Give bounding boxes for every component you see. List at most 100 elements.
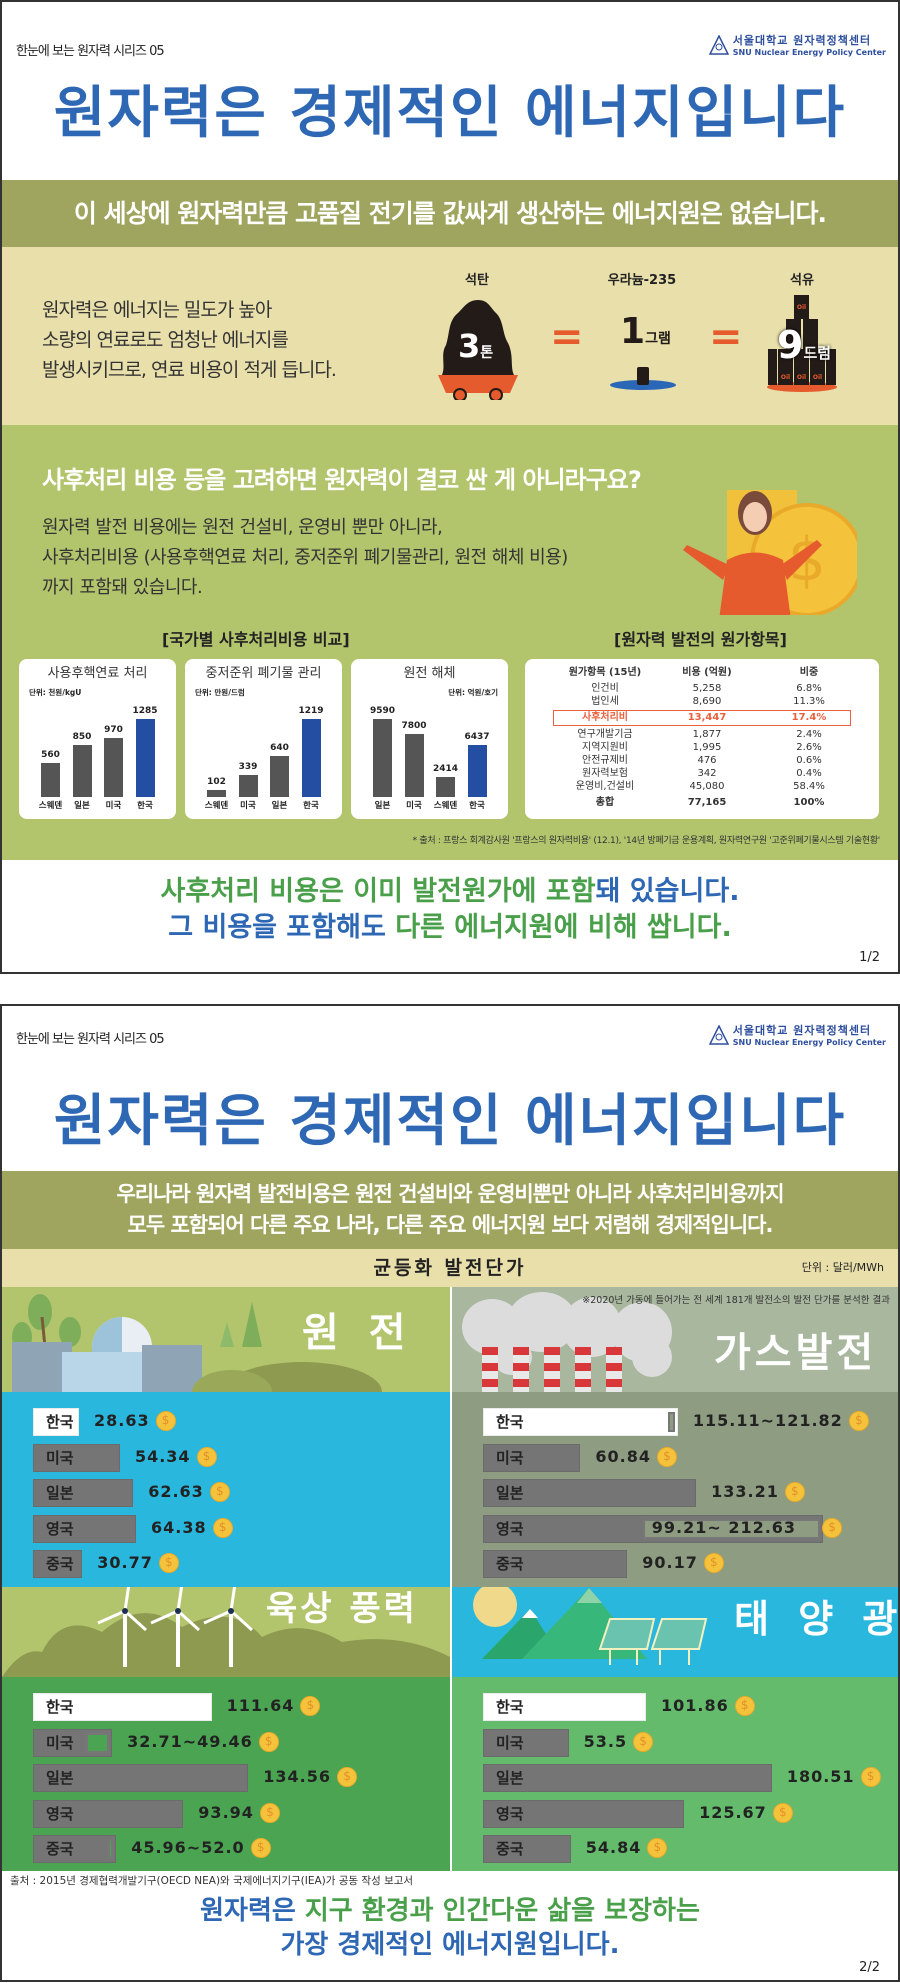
bar: 미국 (483, 1443, 581, 1472)
bar: 영국 (483, 1799, 685, 1828)
country-label: 영국 (46, 1804, 74, 1823)
wind-scene: 육상 풍력 (2, 1587, 450, 1677)
table-cell: 1,877 (692, 729, 722, 740)
value-text: 125.67 (699, 1802, 767, 1822)
barrel-label: Oil (797, 304, 806, 311)
smokestack-segment (575, 1347, 591, 1355)
source-note: 출처 : 2015년 경제협력개발기구(OECD NEA)와 국제에너지기구(I… (10, 1875, 414, 1887)
question-heading: 사후처리 비용 등을 고려하면 원자력이 결코 싼 게 아니라구요? (42, 466, 642, 494)
value-text: 32.71~49.46 (127, 1731, 253, 1751)
value-text: 60.84 (595, 1446, 651, 1466)
conclusion-line: 그 비용을 포함해도 다른 에너지원에 비해 쌉니다. (2, 910, 898, 946)
smokestack-segment (606, 1387, 622, 1392)
coin-icon: $ (155, 1411, 176, 1431)
logo-triangle-icon (708, 34, 729, 55)
snu-logo: 서울대학교 원자력정책센터 SNU Nuclear Energy Policy C… (708, 32, 886, 57)
country-label: 미국 (496, 1448, 524, 1467)
nuclear-plant-icon (12, 1294, 382, 1392)
smokestack-segment (482, 1355, 498, 1363)
lcoe-header: 균등화 발전단가 단위 : 달러/MWh (2, 1249, 898, 1287)
table-cell: 476 (697, 755, 717, 766)
smokestack-segment (606, 1347, 622, 1355)
uranium-label: 우라늄-235 (607, 273, 677, 288)
chart-title: 중저준위 폐기물 관리 (205, 666, 322, 681)
banner-line: 우리나라 원자력 발전비용은 원전 건설비와 운영비뿐만 아니라 사후처리비용까… (116, 1182, 784, 1206)
coin-icon: $ (209, 1482, 230, 1502)
value-label: 54.84 $ (586, 1838, 668, 1858)
chart-title: 원전 해체 (403, 666, 456, 681)
text-line: 까지 포함돼 있습니다. (42, 577, 203, 598)
conclusion-segment: 지구 환경과 인간다운 삶을 보장하는 (304, 1896, 700, 1926)
wind-cost-panel: 한국 111.64 $ 미국 32.71~49.46 $ 일본 134.56 $ 영국 93.94 $… (2, 1677, 450, 1871)
value-text: 115.11~121.82 (692, 1411, 843, 1430)
value-label: 60.84 $ (595, 1446, 677, 1467)
coin-icon: $ (822, 1517, 843, 1538)
text-line: 원자력 발전 비용에는 원전 건설비, 운영비 뿐만 아니라, (42, 517, 443, 538)
conclusion-segment: 돼 있습니다. (595, 876, 740, 907)
smokestack-segment (513, 1363, 529, 1371)
bar: 미국 (483, 1728, 569, 1757)
table-cell: 사후처리비 (582, 712, 628, 723)
country-label: 중국 (46, 1555, 74, 1573)
smokestack-segment (482, 1387, 498, 1392)
country-label: 한국 (496, 1698, 524, 1716)
smokestack-segment (482, 1371, 498, 1379)
range-box (642, 1518, 821, 1539)
table-cell: 13,447 (687, 712, 727, 723)
smokestack-segment (544, 1355, 560, 1363)
woman-presenting-icon: $ (683, 490, 857, 615)
bar: 중국 (483, 1835, 571, 1863)
table-cell: 58.4% (793, 781, 825, 792)
table-header: 비중 (799, 667, 819, 678)
solar-cost-panel: 한국 101.86 $ 미국 53.5 $ 일본 180.51 $ 영국 125.67 $ 중국 54.8… (452, 1677, 898, 1871)
table-total: 77,165 (687, 797, 727, 808)
conclusion-line: 사후처리 비용은 이미 발전원가에 포함돼 있습니다. (2, 874, 898, 910)
data-label: 970 (104, 725, 123, 736)
country-label: 영국 (496, 1804, 524, 1823)
density-text: 원자력은 에너지는 밀도가 높아 소량의 연료로도 엄청난 에너지를 발생시키므… (42, 295, 337, 385)
table-cell: 0.4% (796, 768, 822, 779)
logo-triangle-icon (708, 1024, 729, 1045)
text-line: 원자력은 에너지는 밀도가 높아 (42, 299, 272, 321)
country-label: 한국 (496, 1413, 524, 1431)
bar (404, 733, 424, 797)
value-label: 111.64 $ (227, 1696, 321, 1716)
banner-text: 이 세상에 원자력만큼 고품질 전기를 값싸게 생산하는 에너지원은 없습니다. (73, 199, 827, 228)
logo-english: SNU Nuclear Energy Policy Center (732, 1038, 886, 1047)
wind-turbine-icon (2, 1587, 450, 1677)
table-cell: 지역지원비 (582, 742, 628, 753)
value-label: 54.34 $ (135, 1446, 217, 1467)
value-label: 90.17 $ (642, 1553, 724, 1573)
table-cell: 연구개발기금 (577, 729, 633, 740)
coin-icon: $ (703, 1553, 724, 1573)
value-text: 45.96~52.0 (131, 1838, 245, 1857)
category-label: 한국 (303, 801, 319, 811)
data-label: 9590 (369, 706, 396, 716)
table-cell: 법인세 (591, 696, 619, 707)
table-cell: 45,080 (689, 781, 725, 792)
smokestack-segment (482, 1347, 498, 1355)
table-total: 100% (793, 797, 825, 808)
panel-title-nuclear: 원 전 (302, 1310, 414, 1356)
wind-turbine (150, 1587, 201, 1667)
page-2: 한눈에 보는 원자력 시리즈 05 서울대학교 원자력정책센터 SNU Nucle… (0, 1004, 900, 1982)
table-cell: 8,690 (692, 696, 722, 707)
coal-label: 석탄 (465, 273, 489, 288)
smokestack-segment (575, 1371, 591, 1379)
bar (301, 719, 321, 797)
banner-text: 우리나라 원자력 발전비용은 원전 건설비와 운영비뿐만 아니라 사후처리비용까… (2, 1171, 898, 1241)
category-label: 미국 (105, 801, 122, 811)
range-box (107, 1839, 114, 1859)
bar: 한국 (483, 1693, 646, 1721)
value-text: 54.84 (585, 1838, 642, 1857)
smokestack-segment (482, 1363, 498, 1371)
nuclear-cost-panel: 한국 28.63 $ 미국 54.34 $ 일본 62.63 $ 영국 64.38 $ 중국 30.77 $ (2, 1392, 450, 1587)
panel-title-wind: 육상 풍력 (266, 1589, 418, 1629)
table-cell: 원자력보험 (582, 768, 628, 779)
table-cell: 인건비 (591, 683, 619, 694)
value-text: 134.56 (263, 1767, 332, 1786)
category-label: 일본 (271, 801, 288, 811)
country-label: 중국 (496, 1555, 524, 1573)
snu-logo: 서울대학교 원자력정책센터 SNU Nuclear Energy Policy C… (708, 1022, 886, 1047)
smokestack-segment (513, 1387, 529, 1392)
